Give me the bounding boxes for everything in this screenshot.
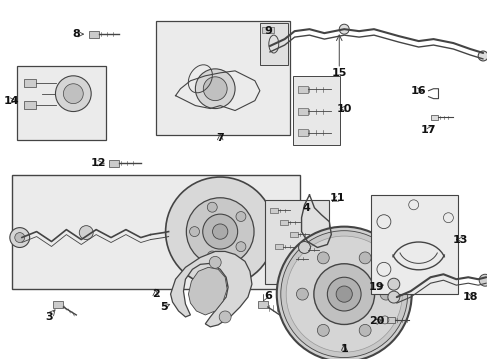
Circle shape <box>285 236 402 352</box>
Circle shape <box>203 214 237 249</box>
Bar <box>17 66 106 140</box>
Circle shape <box>317 324 328 336</box>
Text: 12: 12 <box>90 158 106 168</box>
Circle shape <box>203 77 226 100</box>
Circle shape <box>195 69 235 109</box>
Bar <box>289 231 297 237</box>
Bar <box>292 76 340 145</box>
Text: 20: 20 <box>368 316 384 326</box>
Text: 11: 11 <box>329 193 345 203</box>
Bar <box>370 195 457 294</box>
Circle shape <box>207 251 217 261</box>
Text: 5: 5 <box>160 302 167 312</box>
Bar <box>257 301 267 308</box>
Bar <box>269 208 277 213</box>
Bar <box>274 244 282 249</box>
Text: 15: 15 <box>331 68 346 78</box>
Circle shape <box>209 256 221 268</box>
Circle shape <box>298 242 310 253</box>
Bar <box>279 220 287 225</box>
Polygon shape <box>188 267 226 315</box>
Bar <box>155 21 289 135</box>
Circle shape <box>186 198 253 265</box>
Text: 13: 13 <box>452 234 467 244</box>
Bar <box>386 317 394 323</box>
Text: 8: 8 <box>72 29 80 39</box>
Bar <box>429 114 438 121</box>
Circle shape <box>296 288 308 300</box>
Text: 18: 18 <box>462 292 477 302</box>
Text: 16: 16 <box>410 86 426 96</box>
Circle shape <box>326 277 360 311</box>
Text: 3: 3 <box>45 312 53 322</box>
Bar <box>109 160 119 167</box>
Text: 6: 6 <box>264 291 271 301</box>
Circle shape <box>262 41 277 57</box>
Circle shape <box>10 228 30 247</box>
Text: 10: 10 <box>336 104 351 113</box>
Circle shape <box>63 84 83 104</box>
Circle shape <box>236 212 245 221</box>
Circle shape <box>265 45 273 53</box>
Circle shape <box>207 202 217 212</box>
Circle shape <box>313 264 374 324</box>
Bar <box>287 256 295 261</box>
Circle shape <box>219 311 231 323</box>
Circle shape <box>359 324 370 336</box>
Circle shape <box>212 224 227 239</box>
Text: 9: 9 <box>264 26 271 36</box>
Circle shape <box>15 233 25 243</box>
Bar <box>259 23 287 65</box>
Circle shape <box>280 231 407 357</box>
Circle shape <box>317 252 328 264</box>
Text: 7: 7 <box>216 133 224 143</box>
Bar <box>12 175 299 289</box>
Circle shape <box>379 288 391 300</box>
Circle shape <box>276 227 411 360</box>
Text: 14: 14 <box>4 96 20 105</box>
Text: 17: 17 <box>420 125 435 135</box>
Circle shape <box>387 291 399 303</box>
Circle shape <box>359 252 370 264</box>
Bar <box>264 200 328 284</box>
Bar <box>24 100 36 109</box>
Circle shape <box>236 242 245 252</box>
Bar <box>299 247 307 252</box>
Text: 19: 19 <box>368 282 384 292</box>
Text: 2: 2 <box>151 289 159 299</box>
Polygon shape <box>170 251 251 327</box>
Text: 4: 4 <box>302 203 310 213</box>
Bar <box>297 129 307 136</box>
Bar <box>262 27 273 33</box>
Circle shape <box>387 278 399 290</box>
Circle shape <box>477 51 487 61</box>
Text: 1: 1 <box>340 344 347 354</box>
Bar <box>89 31 99 38</box>
Bar <box>53 301 63 308</box>
Bar <box>297 108 307 114</box>
Bar <box>24 79 36 87</box>
Circle shape <box>478 274 488 286</box>
Bar <box>297 86 307 93</box>
Circle shape <box>189 227 199 237</box>
Circle shape <box>165 177 274 286</box>
Circle shape <box>335 286 351 302</box>
Circle shape <box>79 226 93 239</box>
Circle shape <box>339 24 348 34</box>
Circle shape <box>55 76 91 112</box>
